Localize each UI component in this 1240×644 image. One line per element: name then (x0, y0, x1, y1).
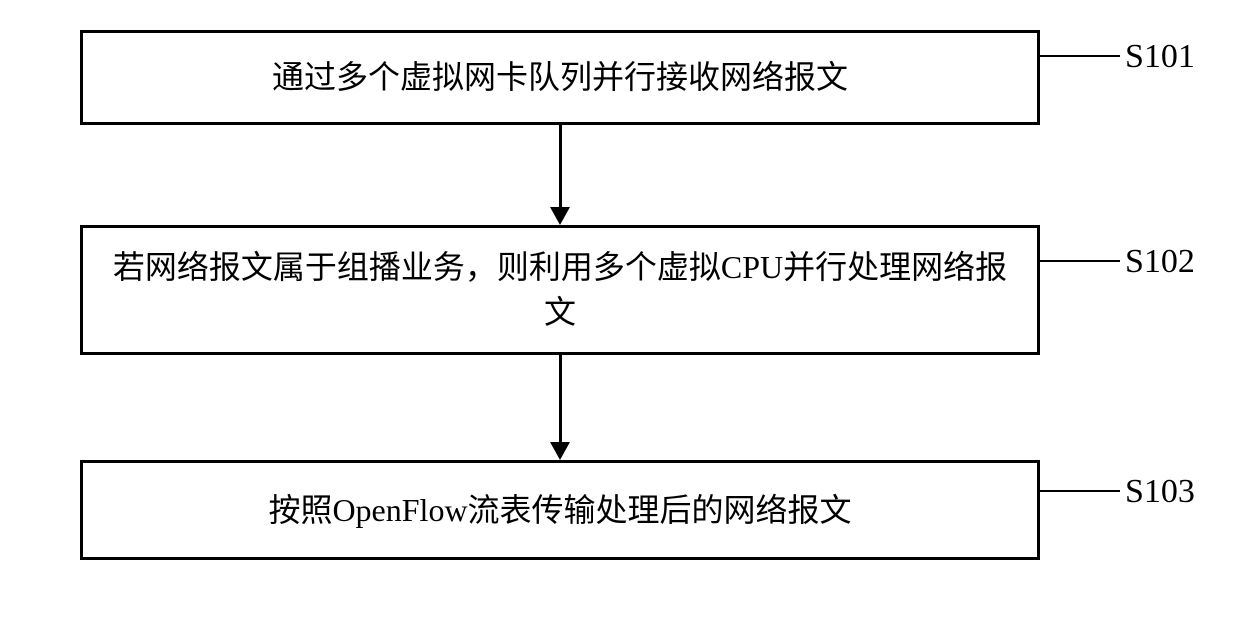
flow-step-text: 若网络报文属于组播业务，则利用多个虚拟CPU并行处理网络报文 (103, 245, 1017, 335)
arrow-line-2 (559, 355, 562, 444)
flowchart-canvas: 通过多个虚拟网卡队列并行接收网络报文 S101 若网络报文属于组播业务，则利用多… (0, 0, 1240, 644)
leader-line-s103 (1040, 490, 1120, 492)
arrow-head-2 (550, 442, 570, 460)
leader-line-s102 (1040, 260, 1120, 262)
step-label-s103: S103 (1125, 473, 1195, 511)
step-label-s101: S101 (1125, 38, 1195, 76)
arrow-line-1 (559, 125, 562, 209)
flow-step-text: 按照OpenFlow流表传输处理后的网络报文 (268, 488, 851, 533)
leader-line-s101 (1040, 55, 1120, 57)
flow-step-text: 通过多个虚拟网卡队列并行接收网络报文 (272, 55, 848, 100)
flow-step-s101: 通过多个虚拟网卡队列并行接收网络报文 (80, 30, 1040, 125)
flow-step-s102: 若网络报文属于组播业务，则利用多个虚拟CPU并行处理网络报文 (80, 225, 1040, 355)
step-label-s102: S102 (1125, 243, 1195, 281)
flow-step-s103: 按照OpenFlow流表传输处理后的网络报文 (80, 460, 1040, 560)
arrow-head-1 (550, 207, 570, 225)
